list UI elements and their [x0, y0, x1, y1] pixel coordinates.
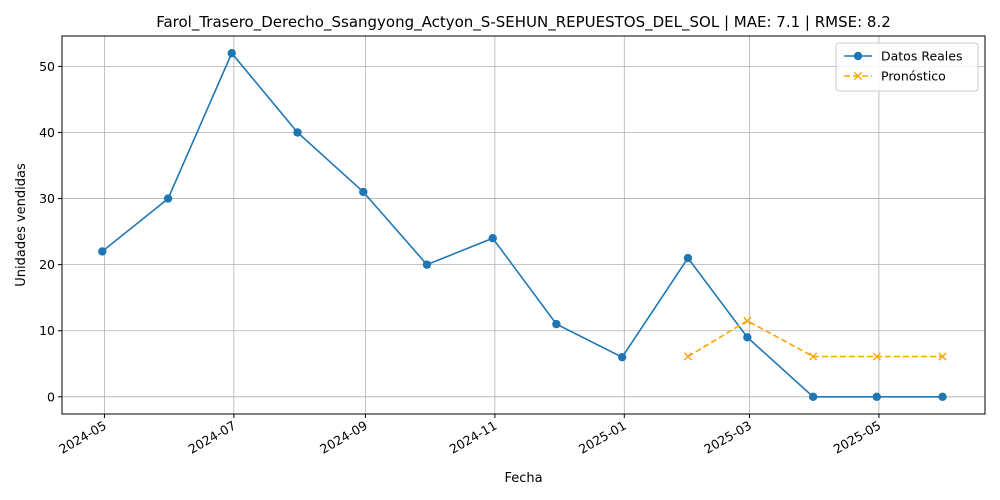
data-point	[938, 352, 947, 361]
legend: Datos Reales Pronóstico	[835, 42, 979, 92]
data-point	[808, 392, 818, 402]
data-point	[743, 316, 752, 325]
y-tick-label: 30	[39, 191, 55, 206]
y-tick-label: 50	[39, 59, 55, 74]
x-tick-label: 2024-07	[186, 418, 239, 457]
legend-label: Pronóstico	[881, 69, 946, 84]
data-point	[683, 352, 693, 361]
chart-title: Farol_Trasero_Derecho_Ssangyong_Actyon_S…	[156, 13, 891, 32]
series-line	[687, 319, 943, 358]
data-point	[488, 234, 497, 243]
y-tick-label: 0	[47, 389, 55, 404]
plot-frame	[61, 35, 986, 415]
y-tick-label: 20	[39, 257, 55, 272]
y-axis-ticks: 0 10 20 30 40 50	[39, 59, 62, 404]
legend-marker	[853, 71, 863, 81]
data-point	[617, 352, 627, 362]
series-line	[101, 51, 943, 398]
series-layer	[98, 48, 947, 402]
legend-box	[835, 42, 979, 92]
data-point	[227, 48, 236, 58]
data-point	[293, 128, 302, 137]
y-tick-label: 40	[39, 125, 55, 140]
data-point	[743, 333, 752, 342]
y-axis-label: Unidades vendidas	[14, 163, 29, 287]
data-point	[938, 392, 947, 402]
x-tick-label: 2025-03	[701, 418, 754, 457]
data-point	[809, 352, 818, 361]
legend-label: Datos Reales	[881, 49, 962, 64]
data-point	[872, 392, 881, 402]
x-tick-label: 2024-09	[317, 418, 370, 457]
data-point	[163, 194, 173, 203]
y-tick-label: 10	[39, 323, 55, 338]
data-point	[422, 260, 432, 269]
x-tick-label: 2024-05	[56, 418, 109, 457]
x-tick-label: 2025-01	[576, 418, 629, 457]
x-tick-label: 2025-05	[831, 418, 884, 457]
x-axis-ticks: 2024-05 2024-07 2024-09 2024-11 2025-01 2025-…	[56, 414, 883, 457]
x-tick-label: 2024-11	[447, 418, 500, 457]
legend-marker	[853, 51, 863, 61]
x-axis-label: Fecha	[504, 471, 542, 486]
data-point	[552, 319, 561, 329]
grid-lines	[62, 36, 985, 414]
data-point	[683, 253, 693, 263]
data-point	[359, 187, 368, 197]
data-point	[872, 352, 881, 361]
data-point	[98, 247, 107, 256]
